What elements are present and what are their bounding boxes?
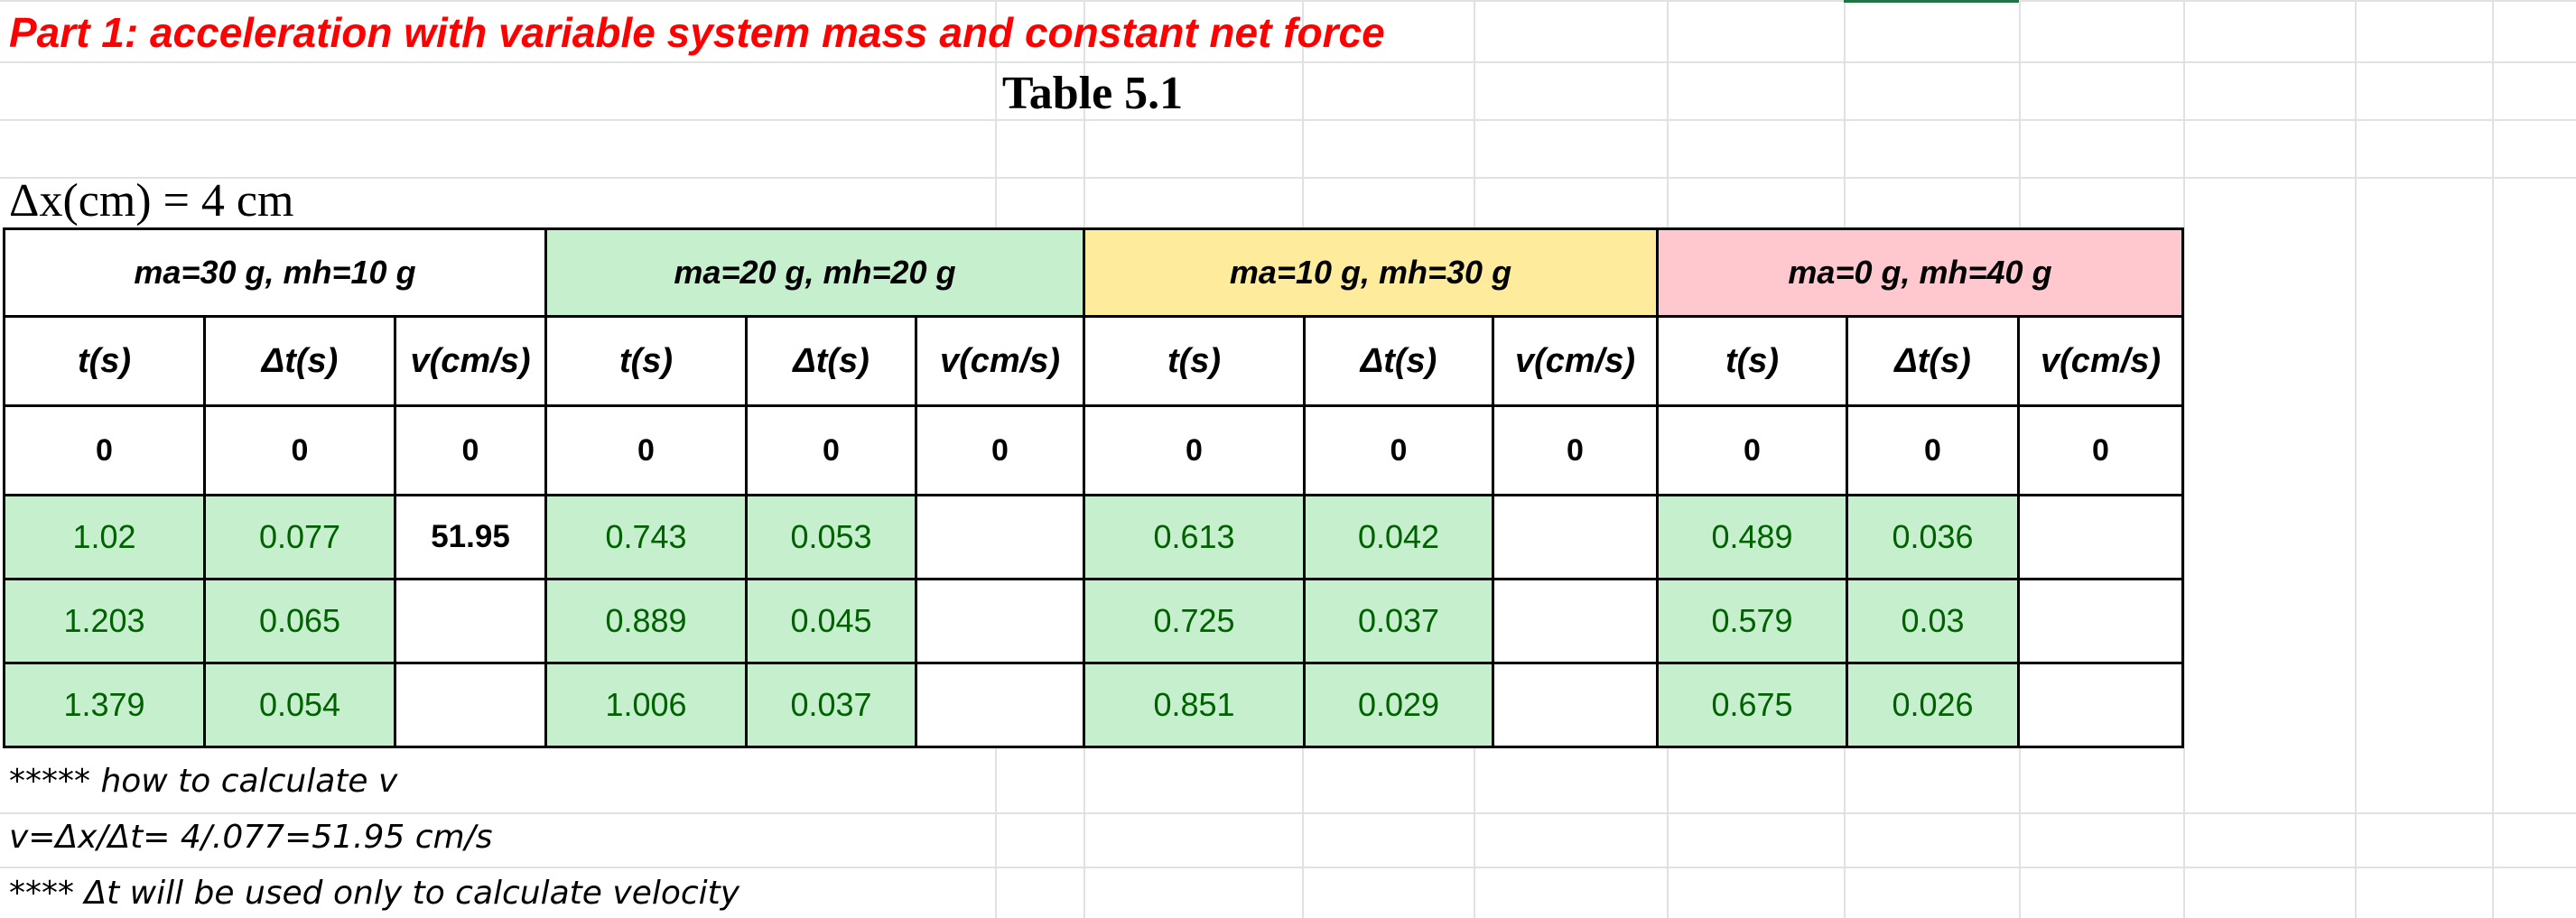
cell-v[interactable] xyxy=(1492,578,1659,664)
column-header-dt[interactable]: Δt(s) xyxy=(1303,315,1494,407)
cell-dt[interactable]: 0.077 xyxy=(203,494,396,580)
gridline xyxy=(0,119,2576,121)
cell-t[interactable]: 0 xyxy=(1083,404,1306,496)
note-formula[interactable]: v=Δx/Δt= 4/.077=51.95 cm/s xyxy=(9,819,493,856)
gridline xyxy=(0,812,2576,814)
cell-dt[interactable]: 0.065 xyxy=(203,578,396,664)
cell-dt[interactable]: 0.037 xyxy=(745,662,917,748)
cell-t[interactable]: 0.579 xyxy=(1656,578,1848,664)
column-header-t[interactable]: t(s) xyxy=(1656,315,1848,407)
column-header-t[interactable]: t(s) xyxy=(3,315,206,407)
cell-v[interactable]: 0 xyxy=(915,404,1085,496)
cell-v[interactable] xyxy=(394,662,547,748)
cell-v[interactable] xyxy=(915,494,1085,580)
cell-dt[interactable]: 0.045 xyxy=(745,578,917,664)
cell-v[interactable]: 51.95 xyxy=(394,494,547,580)
cell-v[interactable] xyxy=(2017,578,2184,664)
gridline xyxy=(0,0,2576,2)
group-header-row: ma=30 g, mh=10 g ma=20 g, mh=20 g ma=10 … xyxy=(3,227,2184,318)
gridline xyxy=(0,177,2576,179)
cell-t[interactable]: 1.379 xyxy=(3,662,206,748)
cell-dt[interactable]: 0.029 xyxy=(1303,662,1494,748)
group-header-2[interactable]: ma=20 g, mh=20 g xyxy=(544,227,1085,318)
cell-dt[interactable]: 0.036 xyxy=(1846,494,2020,580)
cell-dt[interactable]: 0 xyxy=(1303,404,1494,496)
cell-v[interactable] xyxy=(1492,662,1659,748)
group-header-1[interactable]: ma=30 g, mh=10 g xyxy=(3,227,547,318)
gridline xyxy=(2492,0,2494,918)
table-row: 0 0 0 0 0 0 0 0 0 0 0 0 xyxy=(3,404,2184,496)
cell-dt[interactable]: 0.026 xyxy=(1846,662,2020,748)
cell-t[interactable]: 0.851 xyxy=(1083,662,1306,748)
delta-x-label[interactable]: Δx(cm) = 4 cm xyxy=(9,175,294,227)
selected-cell-indicator xyxy=(1844,0,2019,3)
cell-dt[interactable]: 0 xyxy=(745,404,917,496)
cell-v[interactable] xyxy=(915,662,1085,748)
data-table: ma=30 g, mh=10 g ma=20 g, mh=20 g ma=10 … xyxy=(3,227,2184,748)
column-header-dt[interactable]: Δt(s) xyxy=(745,315,917,407)
cell-t[interactable]: 1.203 xyxy=(3,578,206,664)
cell-t[interactable]: 1.006 xyxy=(544,662,748,748)
column-header-dt[interactable]: Δt(s) xyxy=(1846,315,2020,407)
column-header-t[interactable]: t(s) xyxy=(1083,315,1306,407)
column-header-dt[interactable]: Δt(s) xyxy=(203,315,396,407)
cell-v[interactable] xyxy=(915,578,1085,664)
group-header-4[interactable]: ma=0 g, mh=40 g xyxy=(1656,227,2184,318)
cell-v[interactable] xyxy=(2017,662,2184,748)
gridline xyxy=(0,867,2576,868)
cell-t[interactable]: 0.743 xyxy=(544,494,748,580)
note-delta-t-usage[interactable]: **** Δt will be used only to calculate v… xyxy=(9,875,740,912)
gridline xyxy=(0,61,2576,63)
cell-t[interactable]: 0.675 xyxy=(1656,662,1848,748)
cell-v[interactable]: 0 xyxy=(394,404,547,496)
cell-t[interactable]: 0.725 xyxy=(1083,578,1306,664)
cell-t[interactable]: 0 xyxy=(1656,404,1848,496)
cell-t[interactable]: 0 xyxy=(3,404,206,496)
cell-v[interactable] xyxy=(394,578,547,664)
cell-v[interactable]: 0 xyxy=(1492,404,1659,496)
table-row: 1.02 0.077 51.95 0.743 0.053 0.613 0.042… xyxy=(3,494,2184,580)
part-heading[interactable]: Part 1: acceleration with variable syste… xyxy=(9,9,1385,56)
cell-t[interactable]: 1.02 xyxy=(3,494,206,580)
group-header-3[interactable]: ma=10 g, mh=30 g xyxy=(1083,227,1659,318)
table-row: 1.379 0.054 1.006 0.037 0.851 0.029 0.67… xyxy=(3,662,2184,748)
column-header-v[interactable]: v(cm/s) xyxy=(915,315,1085,407)
cell-dt[interactable]: 0 xyxy=(1846,404,2020,496)
cell-t[interactable]: 0.889 xyxy=(544,578,748,664)
cell-dt[interactable]: 0.054 xyxy=(203,662,396,748)
cell-v[interactable]: 0 xyxy=(2017,404,2184,496)
cell-dt[interactable]: 0.042 xyxy=(1303,494,1494,580)
cell-dt[interactable]: 0.053 xyxy=(745,494,917,580)
column-header-v[interactable]: v(cm/s) xyxy=(394,315,547,407)
cell-v[interactable] xyxy=(2017,494,2184,580)
cell-dt[interactable]: 0 xyxy=(203,404,396,496)
cell-t[interactable]: 0.489 xyxy=(1656,494,1848,580)
cell-t[interactable]: 0 xyxy=(544,404,748,496)
cell-t[interactable]: 0.613 xyxy=(1083,494,1306,580)
column-header-v[interactable]: v(cm/s) xyxy=(2017,315,2184,407)
cell-v[interactable] xyxy=(1492,494,1659,580)
gridline xyxy=(2355,0,2357,918)
table-title[interactable]: Table 5.1 xyxy=(1001,68,1184,119)
gridline xyxy=(2183,0,2185,918)
column-header-t[interactable]: t(s) xyxy=(544,315,748,407)
column-header-row: t(s) Δt(s) v(cm/s) t(s) Δt(s) v(cm/s) t(… xyxy=(3,315,2184,407)
table-row: 1.203 0.065 0.889 0.045 0.725 0.037 0.57… xyxy=(3,578,2184,664)
cell-dt[interactable]: 0.03 xyxy=(1846,578,2020,664)
cell-dt[interactable]: 0.037 xyxy=(1303,578,1494,664)
note-how-to-calculate[interactable]: ***** how to calculate v xyxy=(9,763,398,800)
column-header-v[interactable]: v(cm/s) xyxy=(1492,315,1659,407)
